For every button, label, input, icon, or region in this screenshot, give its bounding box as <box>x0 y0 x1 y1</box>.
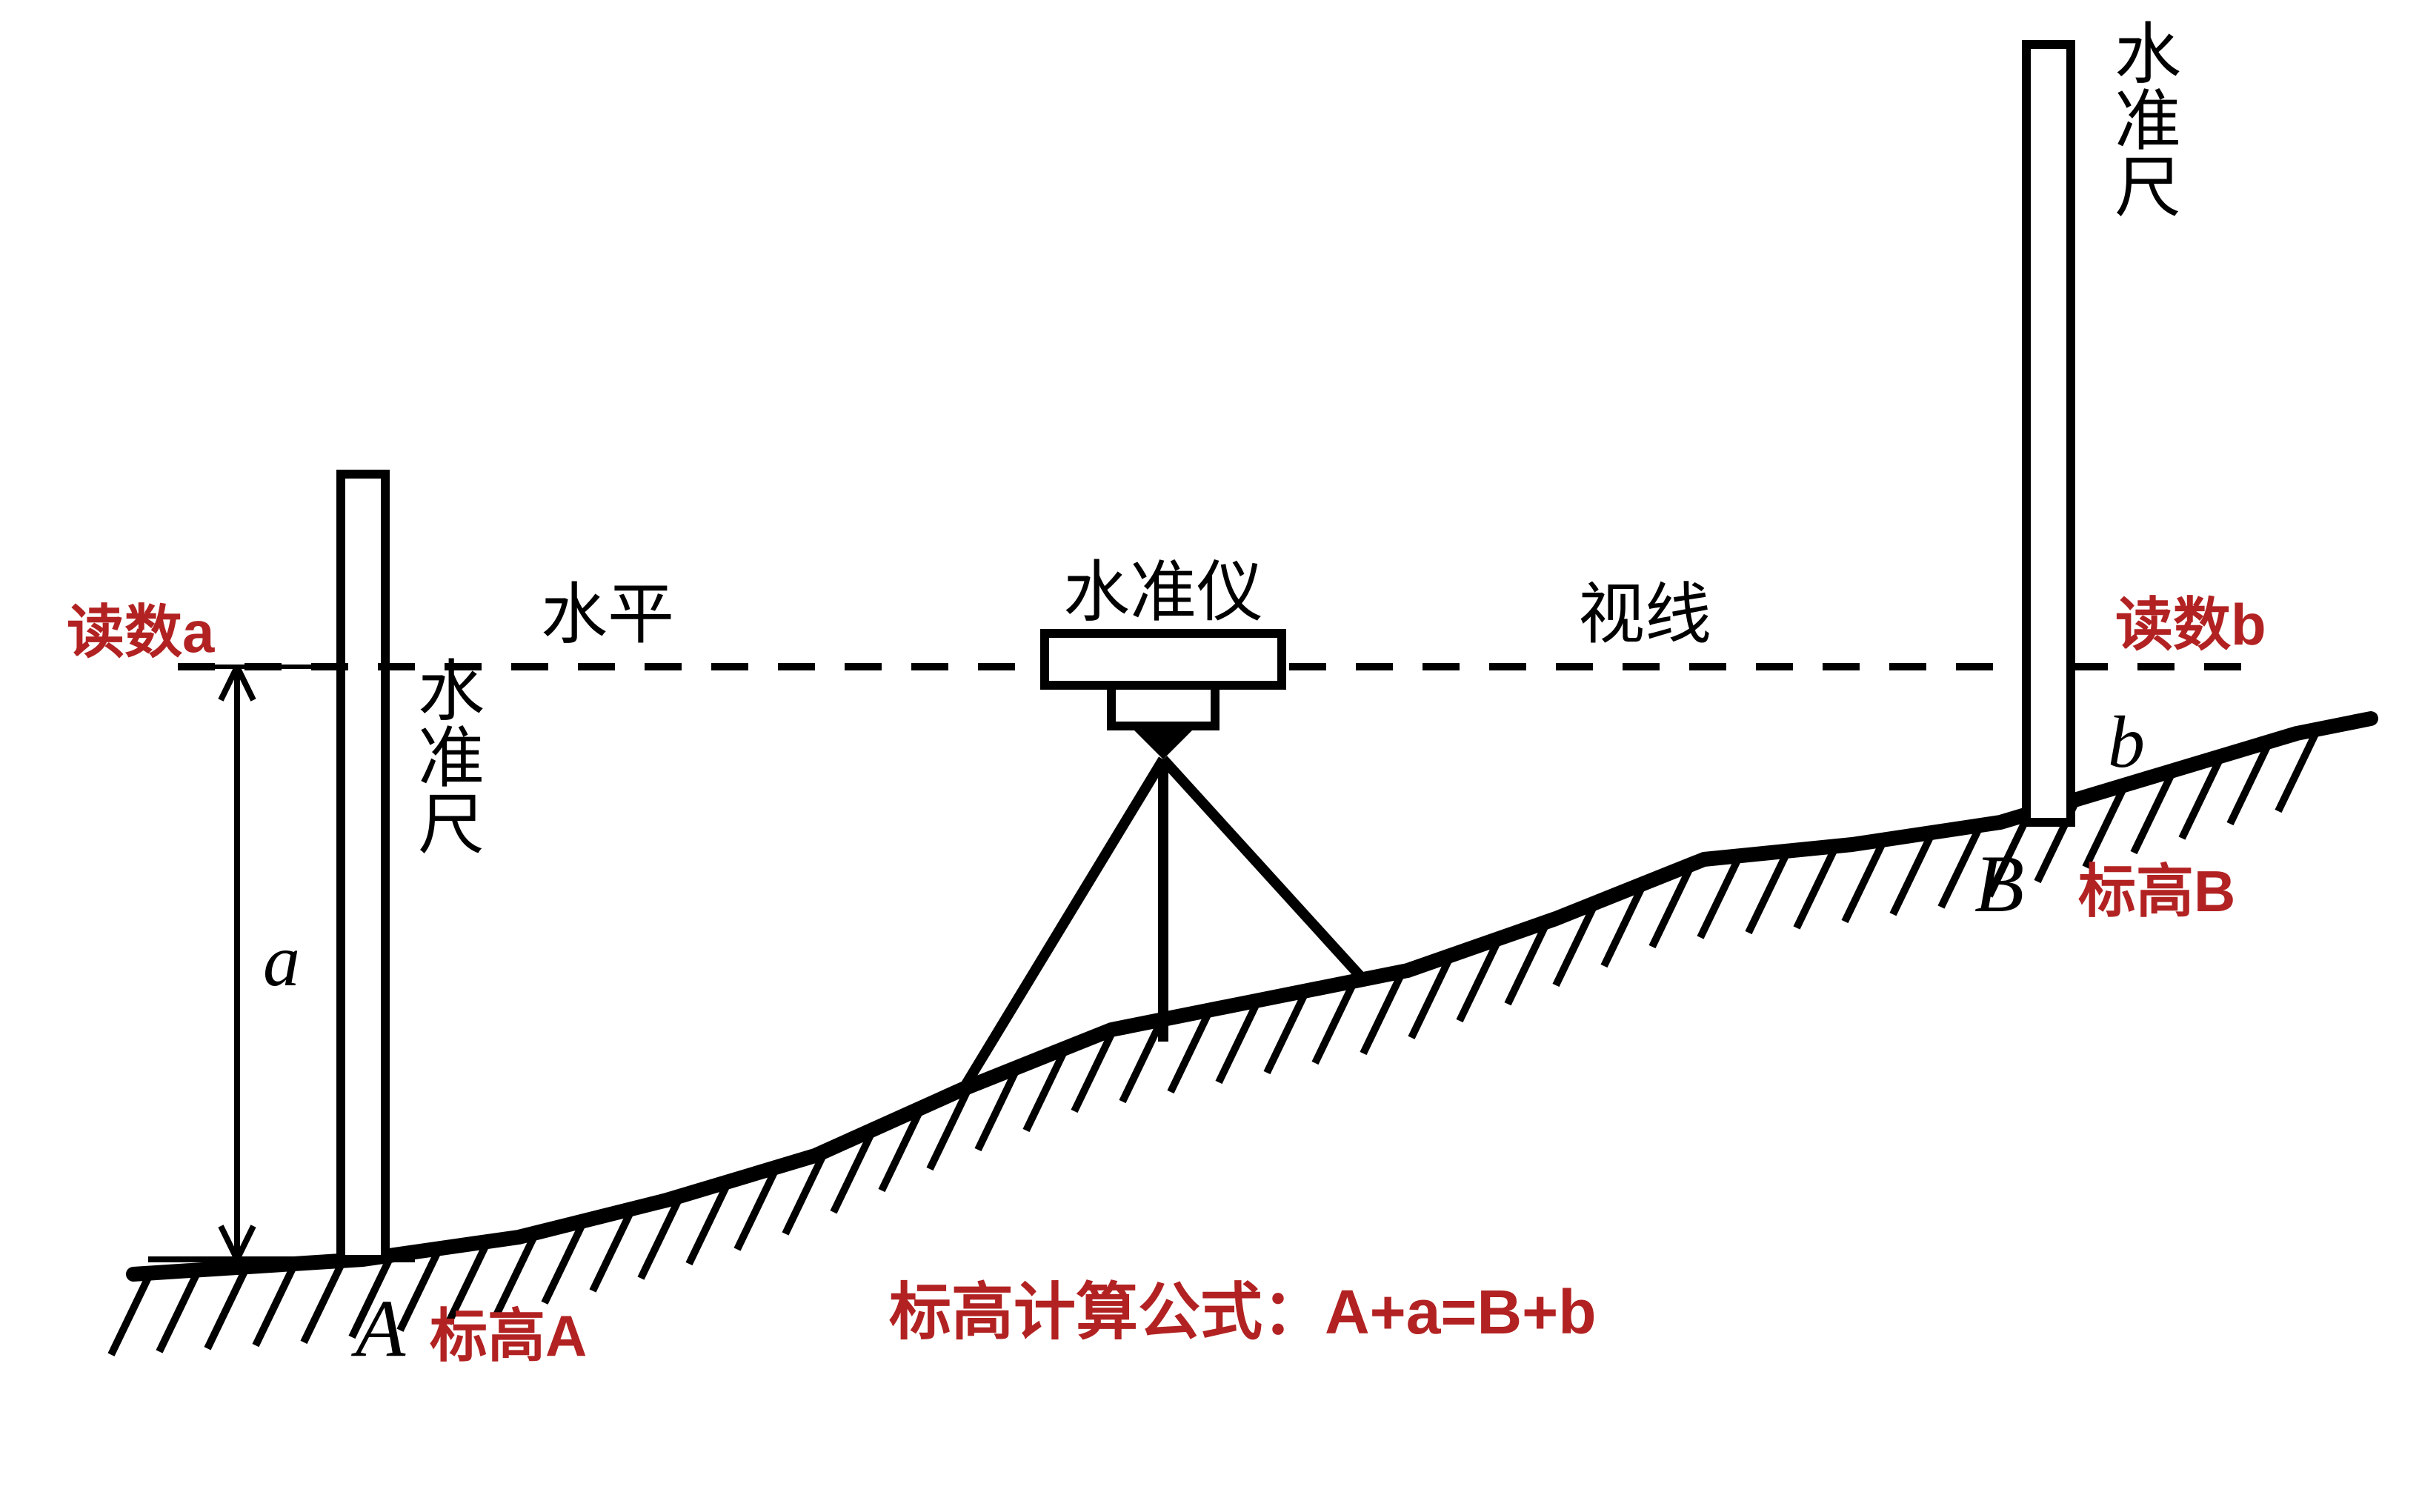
reading-a-label: 读数a <box>67 599 215 665</box>
point-b: B <box>1974 839 2024 929</box>
staff-right <box>2026 44 2071 822</box>
level-instrument <box>963 633 1363 1089</box>
staff-left <box>341 474 385 1259</box>
label-horizontal: 水平 <box>541 578 674 652</box>
label-staff-right: 水准尺 <box>2104 19 2180 219</box>
label-staff-left: 水准尺 <box>407 656 483 856</box>
dimension-a <box>178 667 341 1259</box>
label-a-italic: a <box>263 919 300 1002</box>
reading-b-label: 读数b <box>2115 592 2266 657</box>
point-a: A <box>350 1283 406 1373</box>
elevation-b-label: 标高B <box>2078 859 2235 924</box>
elevation-a-label: 标高A <box>430 1303 587 1368</box>
label-sightline: 视线 <box>1578 578 1711 652</box>
label-instrument: 水准仪 <box>1063 556 1263 630</box>
label-b-italic: b <box>2108 701 2145 783</box>
formula-text: 标高计算公式：A+a=B+b <box>889 1277 1597 1347</box>
